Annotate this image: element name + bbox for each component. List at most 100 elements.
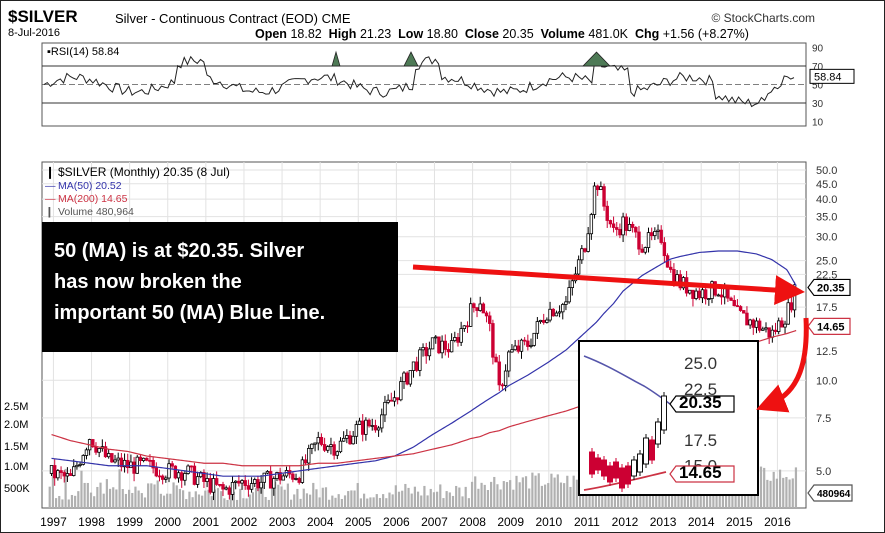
price-candle-body <box>332 444 336 456</box>
volume-bar <box>248 494 251 508</box>
price-candle-body <box>329 444 333 448</box>
price-candle-body <box>116 457 120 461</box>
price-candle-body <box>68 473 73 476</box>
volume-bar <box>175 485 178 508</box>
price-candle-body <box>186 465 190 474</box>
price-candle-body <box>361 420 365 435</box>
price-candle-body <box>669 266 673 270</box>
price-candle-body <box>526 340 530 347</box>
volume-bar <box>305 493 309 508</box>
price-candle-body <box>780 320 784 328</box>
price-candle-body <box>580 248 584 261</box>
price-candle-body <box>65 473 70 477</box>
price-candle-body <box>723 288 727 298</box>
price-candle-body <box>430 337 435 350</box>
price-candle-body <box>110 453 114 463</box>
volume-bar <box>778 469 782 508</box>
inset-candle-body <box>589 451 595 475</box>
price-candle-body <box>218 484 222 486</box>
volume-bar <box>315 489 318 508</box>
volume-bar <box>197 494 201 508</box>
price-candle-body <box>81 455 85 465</box>
x-tick-label: 2011 <box>574 515 600 529</box>
volume-bar <box>350 490 353 508</box>
volume-bar <box>340 498 343 508</box>
price-candle-body <box>627 224 632 231</box>
volume-bar <box>413 486 416 508</box>
price-candle-body <box>148 459 152 462</box>
volume-bar <box>185 499 188 508</box>
price-candle-body <box>773 329 778 332</box>
price-candle-body <box>456 337 460 343</box>
volume-bar <box>467 498 470 508</box>
price-candle-body <box>529 344 533 347</box>
volume-bar <box>54 498 58 508</box>
price-candle-body <box>621 216 625 236</box>
volume-bar <box>337 494 340 508</box>
price-candle-body <box>478 303 482 311</box>
inset-ma200-tag-text: 14.65 <box>679 463 722 482</box>
price-candle-body <box>586 233 590 252</box>
volume-bar <box>229 491 232 508</box>
volume-bar <box>96 486 99 508</box>
price-candle-body <box>484 312 489 317</box>
price-candle-body <box>500 384 505 387</box>
price-candle-body <box>745 312 749 326</box>
price-candle-body <box>138 456 143 461</box>
volume-bar <box>416 491 420 508</box>
price-candle-body <box>205 478 209 482</box>
volume-bar <box>150 483 153 508</box>
volume-bar <box>232 491 235 508</box>
price-candle-body <box>646 232 651 248</box>
price-candle-body <box>122 459 127 468</box>
low-value: 18.80 <box>426 27 458 41</box>
price-candle-body <box>380 414 384 429</box>
volume-bar <box>267 499 270 508</box>
price-candle-body <box>91 439 95 448</box>
price-candle-body <box>446 349 451 353</box>
inset-candle-body <box>655 421 661 445</box>
volume-bar <box>509 480 512 508</box>
volume-bar <box>524 476 528 508</box>
symbol-title: $SILVER <box>8 7 78 26</box>
volume-bar <box>64 468 67 508</box>
volume-bar <box>242 498 245 508</box>
volume-bar <box>486 489 490 508</box>
price-candle-body <box>472 303 476 309</box>
volume-bar <box>207 489 210 508</box>
source-logo[interactable]: © StockCharts.com <box>711 11 815 25</box>
price-candle-body <box>265 471 270 474</box>
price-candle-body <box>503 370 508 386</box>
legend-price-marker: ❙ <box>45 165 55 179</box>
price-candle-body <box>707 298 711 300</box>
volume-bar <box>391 494 394 508</box>
inset-candle-body <box>631 459 637 477</box>
volume-bar <box>556 474 559 508</box>
legend-price: ❙ $SILVER (Monthly) 20.35 (8 Jul) <box>45 165 230 179</box>
price-candle-body <box>297 478 301 483</box>
volume-bar <box>763 467 766 508</box>
price-candle-body <box>313 442 317 445</box>
inset-ma200-tag: 14.65 <box>669 463 735 483</box>
callout-line-3: important 50 (MA) Blue Line. <box>54 302 326 324</box>
volume-bar <box>356 483 359 508</box>
price-candle-body <box>710 281 714 299</box>
volume-bar <box>283 489 286 508</box>
price-candle-body <box>545 319 549 323</box>
volume-bar <box>537 473 540 508</box>
price-candle-body <box>481 303 486 314</box>
price-tick-label: 5.0 <box>816 466 831 478</box>
price-tick-label: 30.0 <box>816 232 837 244</box>
price-candle-body <box>700 289 705 299</box>
volume-bar <box>89 492 93 508</box>
price-candle-body <box>141 457 146 461</box>
price-candle-body <box>240 480 244 484</box>
price-candle-body <box>202 472 206 482</box>
volume-bar <box>785 477 788 508</box>
description-text: Silver - Continuous Contract (EOD) <box>115 11 319 26</box>
volume-bar <box>280 486 283 508</box>
volume-bar <box>372 497 375 508</box>
price-tick-label: 50.0 <box>816 165 837 177</box>
price-candle-body <box>367 419 371 427</box>
volume-bar <box>258 482 261 508</box>
